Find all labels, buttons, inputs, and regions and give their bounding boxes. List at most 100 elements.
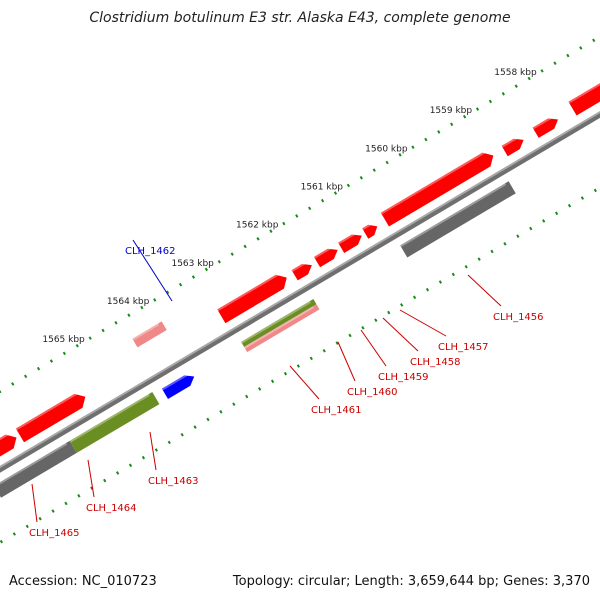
gene-label: CLH_1465: [29, 528, 80, 539]
tick-mark: [359, 175, 363, 180]
tick-mark: [140, 305, 144, 310]
gene-block: [241, 299, 317, 347]
leader-line: [337, 341, 356, 382]
tick-mark: [567, 203, 572, 208]
tick-mark: [116, 471, 120, 475]
tick-mark: [554, 211, 559, 216]
tick-mark: [127, 313, 131, 318]
gene-block: [0, 434, 17, 467]
tick-mark: [282, 221, 286, 226]
kbp-tick-label: 1561 kbp: [301, 183, 344, 193]
kbp-tick-label: 1560 kbp: [365, 144, 408, 154]
tick-mark: [38, 516, 42, 521]
tick-mark: [333, 191, 338, 195]
gene-label: CLH_1457: [438, 342, 489, 353]
tick-mark: [400, 303, 404, 307]
gene-highlight: [400, 183, 507, 248]
tick-mark: [335, 341, 339, 345]
gene-highlight: [0, 442, 68, 488]
tick-mark: [128, 463, 133, 468]
tick-mark: [64, 501, 68, 506]
gene-block: [132, 321, 167, 348]
tick-mark: [232, 402, 236, 406]
tick-mark: [283, 371, 288, 376]
leader-line: [31, 483, 38, 523]
backbone: [0, 77, 600, 511]
accession-text: Accession: NC_010723: [9, 574, 157, 589]
gene-block: [400, 181, 516, 258]
gene-block: [380, 152, 494, 227]
gene-label: CLH_1460: [347, 387, 398, 398]
gene-highlight: [568, 58, 600, 104]
tick-mark: [88, 336, 92, 340]
tick-mark: [153, 298, 157, 302]
tick-mark: [529, 226, 533, 231]
kbp-tick-label: 1559 kbp: [430, 106, 473, 116]
tick-mark: [398, 153, 402, 157]
tick-mark: [178, 282, 183, 287]
tick-mark: [51, 509, 55, 513]
tick-mark: [206, 417, 210, 422]
gene-block: [291, 263, 312, 281]
tick-mark: [542, 219, 546, 223]
tick-mark: [204, 267, 209, 272]
gene-block: [161, 375, 195, 399]
tick-mark: [230, 252, 234, 256]
tick-mark: [464, 264, 468, 269]
gene-labels: CLH_1456 CLH_1457 CLH_1458 CLH_1459 CLH_1460…: [29, 246, 544, 539]
map-title: Clostridium botulinum E3 str. Alaska E43…: [89, 10, 511, 26]
gene-block: [313, 248, 338, 268]
tick-mark: [450, 122, 454, 127]
tick-mark: [12, 532, 16, 536]
tick-mark: [425, 287, 430, 292]
tick-mark: [346, 183, 351, 188]
leader-line: [382, 317, 419, 352]
gene-block: [244, 304, 320, 353]
tick-mark: [75, 343, 79, 348]
tick-mark: [516, 234, 520, 239]
tick-mark: [217, 259, 221, 264]
tick-mark: [166, 290, 170, 295]
gene-block: [532, 118, 559, 138]
tick-mark: [488, 99, 493, 104]
gene-block: [69, 392, 160, 453]
tick-mark: [387, 310, 391, 315]
tick-mark: [296, 364, 301, 368]
tick-mark: [438, 280, 443, 284]
tick-mark: [295, 214, 299, 218]
gene-label: CLH_1461: [311, 405, 362, 416]
tick-mark: [141, 455, 146, 460]
gene-blocks: [0, 58, 600, 498]
tick-mark: [219, 410, 223, 414]
leader-line: [399, 309, 447, 337]
gene-label: CLH_1462: [125, 246, 176, 257]
gene-label: CLH_1458: [410, 357, 461, 368]
tick-mark: [114, 321, 118, 325]
gene-highlight: [501, 136, 519, 148]
tick-mark: [540, 69, 544, 73]
tick-mark: [308, 206, 312, 211]
outer-tick-scale: [0, 38, 596, 394]
tick-mark: [167, 440, 171, 445]
tick-mark: [490, 249, 494, 254]
tick-mark: [592, 38, 596, 43]
gene-block: [568, 61, 600, 116]
tick-mark: [424, 137, 428, 142]
gene-highlight: [0, 432, 10, 455]
tick-mark: [514, 84, 518, 88]
gene-highlight: [15, 391, 79, 431]
leader-line: [87, 459, 95, 498]
tick-mark: [309, 356, 313, 361]
tick-mark: [477, 257, 481, 261]
genome-summary-text: Topology: circular; Length: 3,659,644 bp…: [232, 574, 590, 589]
tick-mark: [101, 328, 105, 333]
kbp-tick-label: 1563 kbp: [171, 259, 214, 269]
gene-highlight: [313, 246, 333, 259]
tick-mark: [527, 76, 531, 81]
gene-highlight: [380, 150, 487, 215]
gene-block: [338, 234, 362, 253]
tick-mark: [437, 130, 441, 134]
gene-block: [362, 224, 378, 239]
gene-label: CLH_1464: [86, 503, 137, 514]
